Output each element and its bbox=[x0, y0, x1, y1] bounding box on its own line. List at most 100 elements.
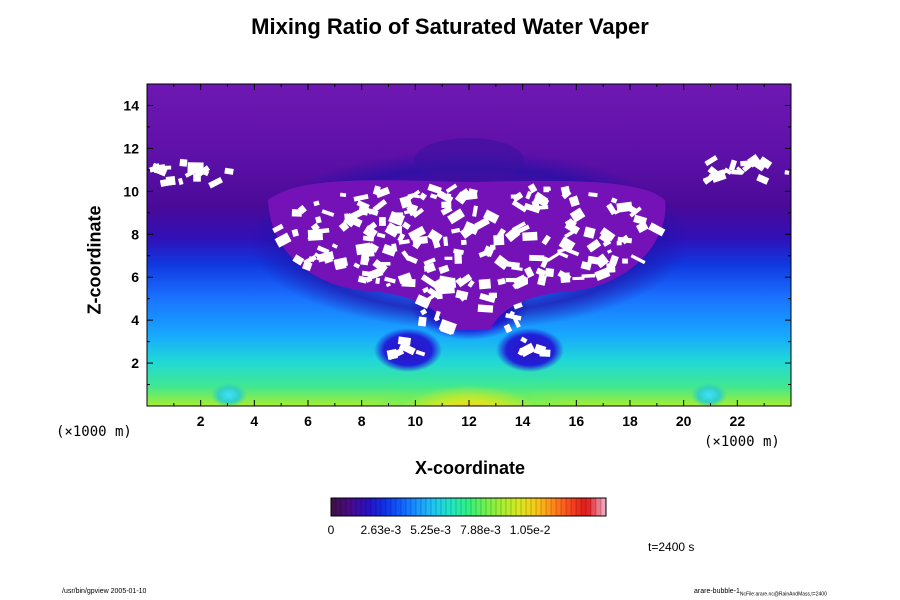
white-patch bbox=[513, 317, 521, 328]
colorbar-segment bbox=[571, 498, 577, 516]
white-patch bbox=[594, 253, 610, 269]
white-patch bbox=[397, 232, 406, 243]
white-patch bbox=[511, 199, 528, 213]
white-patch bbox=[483, 209, 500, 224]
white-patch bbox=[524, 232, 536, 241]
white-patch bbox=[434, 316, 440, 322]
white-patch bbox=[633, 214, 648, 226]
white-patch bbox=[159, 178, 173, 187]
white-patch bbox=[511, 266, 523, 272]
white-patch bbox=[378, 216, 386, 226]
colorbar-segment bbox=[561, 498, 567, 516]
cyan-spot-right bbox=[691, 383, 727, 406]
white-patch bbox=[401, 250, 411, 261]
white-patch bbox=[193, 173, 201, 182]
colorbar: 0 2.63e-3 5.25e-3 7.88e-3 1.05e-2 bbox=[328, 497, 607, 537]
colorbar-segment bbox=[451, 498, 457, 516]
white-patch bbox=[292, 254, 305, 266]
white-patch bbox=[391, 212, 404, 220]
white-patch bbox=[513, 302, 523, 310]
white-patch bbox=[445, 183, 458, 194]
white-patch bbox=[362, 225, 378, 240]
white-patch bbox=[460, 239, 467, 246]
white-patch bbox=[564, 221, 581, 235]
colorbar-segment bbox=[466, 498, 472, 516]
white-patch bbox=[524, 266, 535, 279]
colorbar-segment bbox=[601, 498, 607, 516]
white-patch bbox=[367, 208, 376, 215]
colorbar-segment bbox=[491, 498, 497, 516]
white-patch bbox=[401, 221, 411, 230]
white-patch bbox=[613, 207, 624, 215]
white-patch bbox=[742, 162, 753, 173]
colorbar-segment bbox=[381, 498, 387, 516]
footer-command: /usr/bin/gpview 2005-01-10 bbox=[62, 588, 147, 595]
colorbar-segment bbox=[516, 498, 522, 516]
white-patch bbox=[581, 273, 596, 279]
white-patch bbox=[358, 204, 369, 216]
colorbar-segment bbox=[531, 498, 537, 516]
colorbar-tick-label: 7.88e-3 bbox=[460, 523, 501, 537]
white-patch bbox=[723, 167, 733, 175]
white-patch bbox=[702, 170, 719, 185]
white-patch bbox=[398, 342, 416, 356]
white-patch bbox=[291, 209, 302, 217]
white-patch bbox=[472, 205, 478, 217]
white-patch bbox=[512, 191, 524, 202]
white-patch bbox=[410, 194, 420, 199]
white-patch bbox=[560, 185, 571, 196]
colorbar-segment bbox=[456, 498, 462, 516]
white-patch bbox=[506, 261, 520, 268]
white-patch bbox=[704, 155, 718, 167]
white-patch bbox=[310, 222, 320, 232]
white-patch bbox=[418, 192, 427, 201]
colorbar-segment bbox=[471, 498, 477, 516]
colorbar-segment bbox=[336, 498, 342, 516]
white-patch bbox=[478, 278, 492, 290]
white-patch bbox=[291, 228, 299, 237]
white-patch bbox=[545, 268, 555, 278]
white-patch bbox=[630, 254, 646, 265]
white-patch bbox=[412, 207, 425, 219]
white-patch bbox=[758, 156, 773, 170]
white-patch bbox=[598, 234, 610, 244]
colorbar-segment bbox=[536, 498, 542, 516]
white-patch bbox=[784, 170, 790, 175]
white-patch bbox=[533, 343, 547, 356]
white-patch bbox=[517, 347, 525, 356]
white-patch bbox=[414, 294, 432, 309]
white-patch bbox=[756, 173, 770, 185]
y-tick-label: 6 bbox=[131, 269, 139, 285]
colorbar-segment bbox=[501, 498, 507, 516]
colorbar-segment bbox=[371, 498, 377, 516]
white-patch bbox=[444, 256, 453, 260]
white-patch bbox=[594, 267, 611, 282]
white-patch bbox=[458, 293, 467, 302]
colorbar-segment bbox=[481, 498, 487, 516]
white-patch bbox=[494, 254, 510, 270]
white-patch bbox=[529, 254, 545, 262]
colorbar-segment bbox=[476, 498, 482, 516]
white-patch bbox=[468, 188, 478, 195]
footer-source-main: arare-bubble-1 bbox=[694, 588, 740, 595]
colorbar-segment bbox=[486, 498, 492, 516]
white-patch bbox=[569, 207, 586, 223]
white-patch bbox=[504, 226, 521, 243]
colorbar-segment bbox=[556, 498, 562, 516]
white-patch bbox=[355, 242, 372, 256]
white-patch bbox=[353, 262, 361, 269]
colorbar-segment bbox=[391, 498, 397, 516]
white-patch bbox=[384, 276, 396, 284]
colorbar-segment bbox=[396, 498, 402, 516]
white-patch bbox=[316, 245, 330, 255]
x-tick-label: 22 bbox=[730, 413, 746, 429]
white-patch bbox=[447, 208, 465, 225]
x-tick-label: 12 bbox=[461, 413, 477, 429]
colorbar-segment bbox=[521, 498, 527, 516]
white-patch bbox=[367, 245, 375, 257]
x-axis-label: X-coordinate bbox=[414, 458, 525, 478]
colorbar-segment bbox=[441, 498, 447, 516]
white-patch bbox=[375, 186, 391, 199]
colorbar-segment bbox=[576, 498, 582, 516]
